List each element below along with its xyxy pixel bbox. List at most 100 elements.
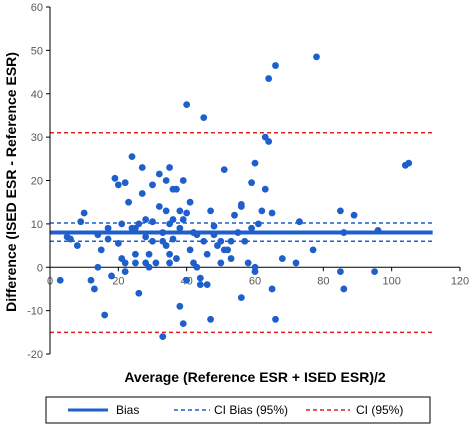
data-point bbox=[248, 179, 255, 187]
data-point bbox=[371, 268, 378, 275]
data-point bbox=[138, 164, 146, 171]
data-point bbox=[152, 259, 160, 267]
data-point bbox=[179, 320, 187, 328]
data-point bbox=[128, 153, 136, 161]
data-point bbox=[138, 190, 146, 197]
data-point bbox=[56, 276, 64, 284]
data-point bbox=[125, 198, 132, 206]
data-point bbox=[231, 211, 238, 219]
data-point bbox=[244, 259, 252, 267]
data-point bbox=[145, 263, 153, 271]
data-point bbox=[272, 62, 279, 69]
data-point bbox=[268, 209, 276, 217]
data-point bbox=[234, 229, 242, 236]
data-point bbox=[176, 302, 184, 310]
data-point bbox=[176, 207, 184, 215]
y-tick-label: 10 bbox=[31, 219, 43, 231]
x-tick-label: 20 bbox=[112, 275, 124, 287]
data-point bbox=[159, 333, 167, 341]
data-point bbox=[217, 259, 225, 267]
data-point bbox=[268, 285, 276, 293]
data-point bbox=[179, 216, 187, 223]
y-axis-title: Difference (ISED ESR - Reference ESR) bbox=[3, 52, 19, 312]
data-point bbox=[405, 159, 413, 167]
data-point bbox=[265, 138, 273, 145]
data-point bbox=[118, 220, 126, 228]
data-point bbox=[241, 237, 249, 245]
data-point bbox=[94, 231, 102, 239]
data-point bbox=[135, 220, 143, 228]
data-point bbox=[73, 242, 81, 249]
data-point bbox=[193, 263, 201, 271]
x-axis-title: Average (Reference ESR + ISED ESR)/2 bbox=[124, 369, 386, 385]
y-tick-label: 30 bbox=[31, 132, 43, 144]
data-point bbox=[309, 246, 317, 254]
data-point bbox=[261, 185, 269, 193]
y-tick-label: -20 bbox=[27, 349, 43, 361]
data-point bbox=[173, 185, 180, 193]
data-point bbox=[340, 229, 348, 236]
data-point bbox=[162, 177, 170, 184]
data-point bbox=[340, 285, 348, 293]
data-point bbox=[210, 222, 218, 230]
data-point bbox=[272, 315, 279, 323]
data-point bbox=[207, 207, 214, 215]
data-point bbox=[149, 218, 156, 226]
data-point bbox=[296, 218, 303, 226]
data-point bbox=[200, 114, 208, 122]
data-point bbox=[227, 255, 235, 262]
data-point bbox=[237, 203, 245, 210]
data-point bbox=[80, 209, 88, 217]
data-point bbox=[97, 246, 105, 254]
data-points bbox=[56, 53, 413, 341]
ci-lines-layer bbox=[50, 132, 433, 334]
data-point bbox=[142, 233, 150, 241]
data-point bbox=[203, 281, 211, 288]
data-point bbox=[173, 255, 180, 262]
data-point bbox=[337, 207, 344, 215]
data-point bbox=[176, 224, 184, 232]
data-point bbox=[227, 237, 235, 245]
data-point bbox=[108, 272, 115, 280]
legend-box bbox=[45, 396, 431, 424]
data-point bbox=[94, 263, 102, 271]
y-tick-label: 60 bbox=[31, 2, 43, 14]
data-point bbox=[169, 216, 177, 223]
data-point bbox=[77, 218, 85, 226]
data-point bbox=[121, 179, 129, 187]
data-point bbox=[162, 207, 170, 215]
data-point bbox=[91, 285, 98, 293]
data-point bbox=[169, 235, 177, 243]
data-point bbox=[186, 246, 194, 254]
data-point bbox=[350, 211, 358, 219]
data-point bbox=[166, 250, 173, 258]
data-point bbox=[104, 224, 112, 232]
data-point bbox=[255, 220, 262, 228]
data-point bbox=[248, 224, 255, 232]
data-point bbox=[149, 181, 156, 189]
data-point bbox=[142, 216, 150, 223]
legend: Bias CI Bias (95%) CI (95%) bbox=[45, 396, 431, 424]
legend-ci-bias-label: CI Bias (95%) bbox=[214, 403, 288, 417]
data-point bbox=[337, 268, 344, 275]
data-point bbox=[87, 276, 95, 284]
data-point bbox=[162, 242, 170, 249]
data-point bbox=[155, 203, 163, 210]
data-point bbox=[111, 174, 119, 182]
y-tick-label: 20 bbox=[31, 176, 43, 188]
legend-ci-label: CI (95%) bbox=[356, 403, 403, 417]
legend-bias-label: Bias bbox=[116, 403, 139, 417]
data-point bbox=[251, 159, 259, 167]
data-point bbox=[155, 170, 163, 178]
y-tick-label: 50 bbox=[31, 45, 43, 57]
data-point bbox=[237, 294, 245, 302]
data-point bbox=[114, 181, 122, 189]
data-point bbox=[217, 237, 225, 245]
y-tick-label: 0 bbox=[37, 262, 43, 274]
data-point bbox=[313, 53, 320, 61]
x-tick-label: 100 bbox=[382, 275, 400, 287]
y-tick-label: -10 bbox=[27, 306, 43, 318]
data-point bbox=[121, 259, 129, 267]
data-point bbox=[183, 209, 191, 217]
